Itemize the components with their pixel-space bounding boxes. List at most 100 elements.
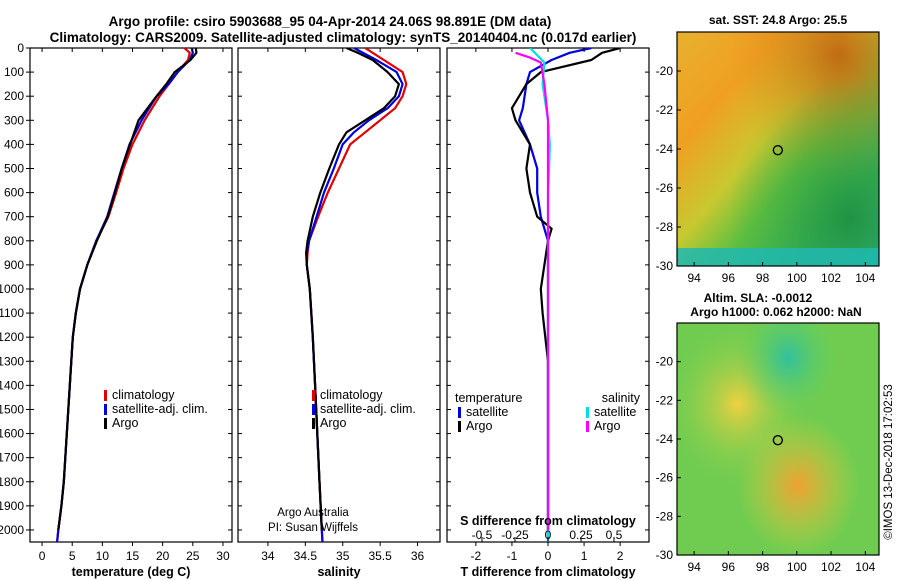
- difference-series-t-argo: [510, 48, 621, 530]
- salinity-x-tick-label: 34.5: [294, 549, 318, 563]
- sst-map-y-tick-label: -30: [656, 259, 674, 273]
- salinity-x-tick-label: 34: [261, 549, 275, 563]
- sst-map-x-tick-label: 96: [722, 271, 736, 285]
- salinity-legend-label: satellite-adj. clim.: [320, 402, 416, 416]
- temperature-legend-swatch: [104, 404, 107, 415]
- imos-credit: ©IMOS 13-Dec-2018 17:02:53: [883, 384, 895, 540]
- difference-panel: -2 -1 0 1 2 T difference from climatology S …: [446, 47, 650, 579]
- depth-tick-label: 0: [17, 41, 24, 55]
- sla-argo-location-marker: [772, 434, 784, 446]
- sla-map-y-tick-label: -30: [656, 548, 674, 562]
- diff-legend-label: satellite: [466, 405, 508, 419]
- diff-legend-temperature-title: temperature: [455, 391, 522, 405]
- depth-tick-label: 1500: [0, 402, 24, 416]
- temperature-x-tick-label: 25: [186, 549, 200, 563]
- temperature-legend-label: climatology: [112, 388, 175, 402]
- difference-x-tick-label: -1: [507, 549, 518, 563]
- diff-legend-swatch: [458, 407, 461, 418]
- sst-map-y-tick-label: -22: [656, 103, 674, 117]
- salinity-series-climatology: [305, 48, 408, 542]
- difference-top-label: S difference from climatology: [460, 514, 636, 528]
- diff-legend-label: Argo: [466, 419, 492, 433]
- difference-series-t-satellite: [517, 48, 592, 542]
- diff-legend-swatch: [586, 421, 589, 432]
- sla-map-x-tick-label: 98: [756, 560, 770, 574]
- s-diff-tick-label: -0.25: [501, 528, 529, 542]
- difference-xlabel: T difference from climatology: [460, 565, 635, 579]
- depth-tick-label: 100: [4, 65, 24, 79]
- depth-tick-label: 1600: [0, 427, 24, 441]
- depth-tick-label: 300: [4, 113, 24, 127]
- sla-map-y-tick-label: -22: [656, 393, 674, 407]
- salinity-x-tick-label: 35: [336, 549, 350, 563]
- depth-tick-label: 1900: [0, 499, 24, 513]
- depth-tick-label: 2000: [0, 523, 24, 537]
- sla-map-x-tick-label: 104: [855, 560, 875, 574]
- depth-tick-label: 1100: [0, 306, 24, 320]
- sla-map-x-tick-label: 96: [722, 560, 736, 574]
- sla-map-low-region: [677, 323, 879, 555]
- title-line-1: Argo profile: csiro 5903688_95 04-Apr-20…: [109, 14, 552, 29]
- depth-tick-label: 1400: [0, 378, 24, 392]
- sla-map-panel: Altim. SLA: -0.0012 Argo h1000: 0.062 h2…: [656, 291, 880, 574]
- difference-legend: temperature salinitysatelliteArgosatellit…: [455, 391, 641, 433]
- temperature-x-tick-label: 30: [216, 549, 230, 563]
- depth-tick-label: 500: [4, 161, 24, 175]
- difference-x-tick-label: -2: [471, 549, 482, 563]
- difference-series-s-satellite: [529, 48, 551, 542]
- sst-map-x-tick-label: 100: [787, 271, 807, 285]
- temperature-legend-label: satellite-adj. clim.: [112, 402, 208, 416]
- depth-tick-label: 1200: [0, 330, 24, 344]
- sla-map-title-1: Altim. SLA: -0.0012: [704, 291, 813, 305]
- sla-map-x-tick-label: 102: [821, 560, 841, 574]
- salinity-xlabel: salinity: [317, 565, 360, 579]
- temperature-series-satellite-adj-clim-: [56, 48, 194, 542]
- depth-tick-label: 1700: [0, 451, 24, 465]
- diff-legend-swatch: [586, 407, 589, 418]
- s-diff-tick-label: -0.5: [472, 528, 493, 542]
- diff-legend-label: satellite: [594, 405, 636, 419]
- salinity-x-tick-label: 36: [411, 549, 425, 563]
- temperature-x-tick-label: 0: [39, 549, 46, 563]
- credit-line-2: PI: Susan Wijffels: [268, 522, 358, 534]
- sla-map-title-2: Argo h1000: 0.062 h2000: NaN: [690, 305, 861, 319]
- depth-tick-label: 900: [4, 258, 24, 272]
- depth-tick-label: 1300: [0, 354, 24, 368]
- salinity-series-satellite-adj-clim-: [305, 48, 404, 542]
- temperature-series-climatology: [56, 48, 191, 542]
- sst-map-southern-band: [677, 248, 879, 266]
- temperature-legend-swatch: [104, 390, 107, 401]
- temperature-axes-frame: [29, 47, 233, 543]
- salinity-legend-swatch: [312, 404, 315, 415]
- sla-map-x-tick-label: 100: [787, 560, 807, 574]
- depth-axis: 0 100 200 300 400 500 600 700 800 900 1000 1100 1200…: [0, 41, 30, 537]
- sla-map-y-tick-label: -24: [656, 432, 674, 446]
- s-diff-tick-label: 0.25: [569, 528, 593, 542]
- difference-series-s-argo: [515, 51, 550, 530]
- sst-map-panel: sat. SST: 24.8 Argo: 25.5 94 96 98 100 102 10…: [656, 13, 880, 285]
- salinity-legend-swatch: [312, 390, 315, 401]
- sst-map-x-tick-label: 104: [855, 271, 875, 285]
- diff-legend-label: Argo: [594, 419, 620, 433]
- temperature-legend-swatch: [104, 418, 107, 429]
- difference-x-tick-label: 0: [545, 549, 552, 563]
- temperature-xlabel: temperature (deg C): [72, 565, 191, 579]
- salinity-axes-frame: [237, 47, 441, 543]
- salinity-legend-label: climatology: [320, 388, 383, 402]
- temperature-panel: 0 5 10 15 20 25 30 temperature (deg C) climato…: [29, 47, 233, 579]
- depth-tick-label: 800: [4, 234, 24, 248]
- salinity-legend-label: Argo: [320, 416, 346, 430]
- depth-tick-label: 1800: [0, 475, 24, 489]
- depth-tick-label: 700: [4, 210, 24, 224]
- temperature-legend-label: Argo: [112, 416, 138, 430]
- s-diff-tick-label: 0: [545, 528, 552, 542]
- sst-map-x-tick-label: 102: [821, 271, 841, 285]
- temperature-x-tick-label: 5: [69, 549, 76, 563]
- temperature-x-tick-label: 20: [156, 549, 170, 563]
- temperature-x-tick-label: 10: [96, 549, 110, 563]
- sst-argo-location-marker: [772, 144, 784, 156]
- s-diff-tick-label: 0.5: [606, 528, 623, 542]
- sst-map-x-tick-label: 98: [756, 271, 770, 285]
- sst-map-cool-region: [677, 32, 879, 266]
